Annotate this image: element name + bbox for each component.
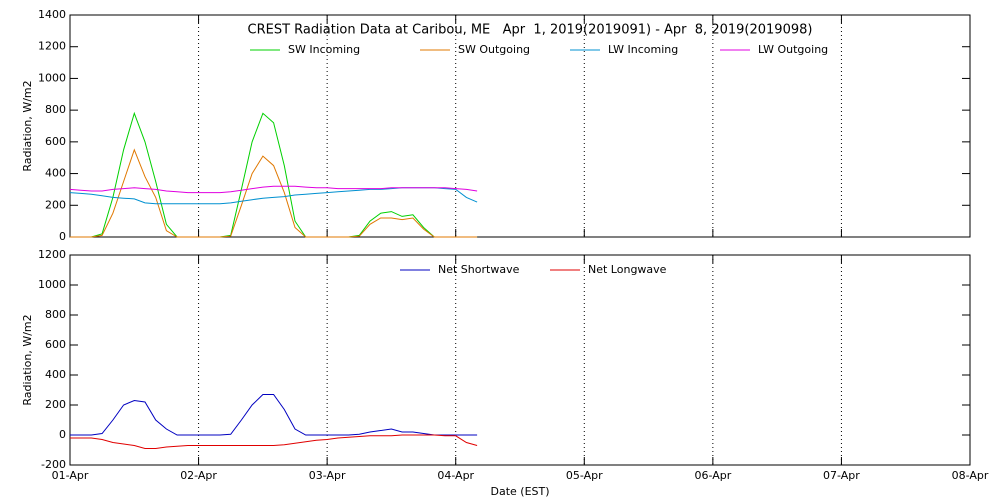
y-tick-label: 600 (45, 338, 66, 351)
plot-frame (69, 254, 971, 466)
series-line (69, 185, 478, 194)
legend-label: Net Longwave (588, 263, 667, 276)
x-tick-label: 06-Apr (694, 469, 731, 482)
x-axis-label: Date (EST) (490, 485, 549, 498)
y-tick-label: 400 (45, 167, 66, 180)
y-tick-label: 600 (45, 135, 66, 148)
legend-label: SW Incoming (288, 43, 360, 56)
y-tick-label: 800 (45, 103, 66, 116)
series-line (70, 111, 478, 238)
x-tick-label: 01-Apr (52, 469, 89, 482)
y-tick-label: 0 (59, 428, 66, 441)
y-tick-label: 200 (45, 398, 66, 411)
y-tick-label: 1000 (38, 71, 66, 84)
y-tick-label: 1200 (38, 40, 66, 53)
series-line (70, 434, 478, 449)
y-tick-label: 1200 (38, 248, 66, 261)
y-tick-label: 1400 (38, 8, 66, 21)
chart-title: CREST Radiation Data at Caribou, ME Apr … (248, 23, 813, 38)
series-line (70, 148, 478, 238)
x-tick-label: 03-Apr (309, 469, 346, 482)
legend-label: LW Incoming (608, 43, 678, 56)
y-tick-label: 1000 (38, 278, 66, 291)
y-tick-label: -200 (41, 458, 66, 471)
y-tick-label: 800 (45, 308, 66, 321)
x-tick-label: 04-Apr (437, 469, 474, 482)
y-tick-label: 200 (45, 198, 66, 211)
y-tick-label: 400 (45, 368, 66, 381)
y-axis-label: Radiation, W/m2 (21, 314, 34, 405)
legend-label: LW Outgoing (758, 43, 828, 56)
series-line (70, 394, 478, 436)
legend-label: Net Shortwave (438, 263, 520, 276)
y-axis-label: Radiation, W/m2 (21, 80, 34, 171)
plot-frame (69, 14, 971, 238)
x-tick-label: 02-Apr (180, 469, 217, 482)
series-line (69, 187, 478, 205)
x-tick-label: 07-Apr (823, 469, 860, 482)
y-tick-label: 0 (59, 230, 66, 243)
x-tick-label: 05-Apr (566, 469, 603, 482)
x-tick-label: 08-Apr (952, 469, 989, 482)
legend-label: SW Outgoing (458, 43, 530, 56)
